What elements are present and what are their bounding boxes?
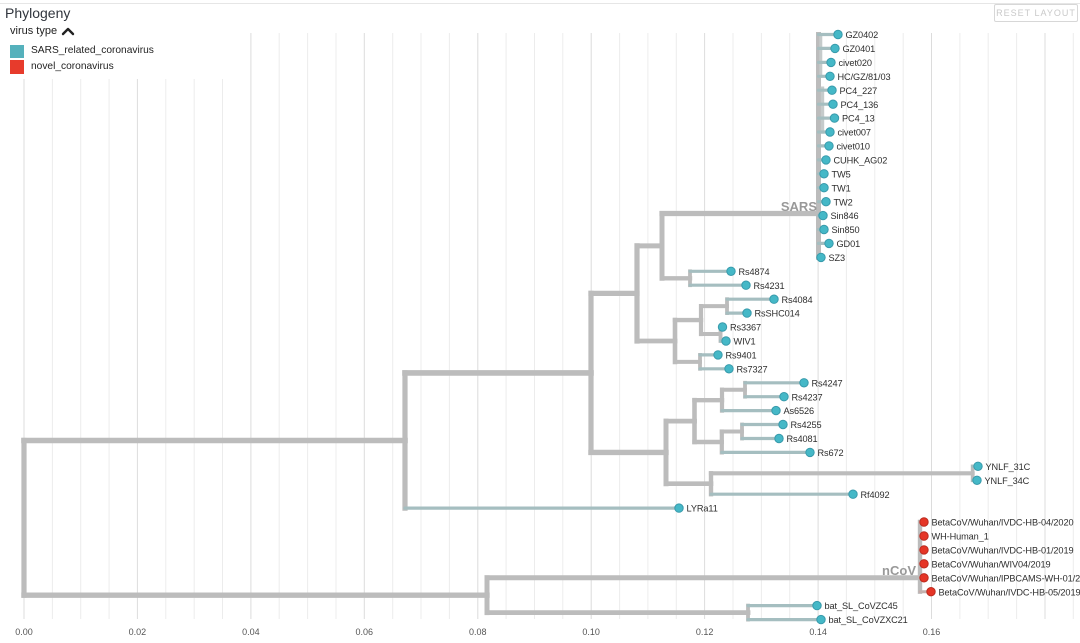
svg-text:BetaCoV/Wuhan/WIV04/2019: BetaCoV/Wuhan/WIV04/2019 xyxy=(932,559,1051,569)
svg-text:WIV1: WIV1 xyxy=(734,337,756,347)
svg-text:TW2: TW2 xyxy=(834,197,853,207)
svg-text:0.00: 0.00 xyxy=(15,627,33,637)
svg-text:HC/GZ/81/03: HC/GZ/81/03 xyxy=(838,72,891,82)
svg-text:0.04: 0.04 xyxy=(242,627,260,637)
svg-text:YNLF_34C: YNLF_34C xyxy=(985,476,1030,486)
svg-text:0.10: 0.10 xyxy=(582,627,600,637)
svg-text:Rs4081: Rs4081 xyxy=(787,434,818,444)
svg-text:GZ0401: GZ0401 xyxy=(843,44,876,54)
svg-text:0.14: 0.14 xyxy=(809,627,827,637)
svg-text:RsSHC014: RsSHC014 xyxy=(755,309,800,319)
svg-text:civet007: civet007 xyxy=(838,128,871,138)
svg-text:YNLF_31C: YNLF_31C xyxy=(986,462,1031,472)
svg-text:0.08: 0.08 xyxy=(469,627,487,637)
svg-text:SZ3: SZ3 xyxy=(829,253,846,263)
svg-text:bat_SL_CoVZXC21: bat_SL_CoVZXC21 xyxy=(829,615,908,625)
svg-text:TW1: TW1 xyxy=(832,183,851,193)
svg-text:TW5: TW5 xyxy=(832,169,851,179)
svg-text:BetaCoV/Wuhan/IVDC-HB-01/2019: BetaCoV/Wuhan/IVDC-HB-01/2019 xyxy=(932,546,1074,556)
svg-text:BetaCoV/Wuhan/IPBCAMS-WH-01/20: BetaCoV/Wuhan/IPBCAMS-WH-01/2019 xyxy=(932,573,1080,583)
svg-text:As6526: As6526 xyxy=(784,406,815,416)
svg-text:Rs7327: Rs7327 xyxy=(737,364,768,374)
svg-text:Rs9401: Rs9401 xyxy=(726,351,757,361)
svg-text:BetaCoV/Wuhan/IVDC-HB-04/2020: BetaCoV/Wuhan/IVDC-HB-04/2020 xyxy=(932,518,1074,528)
svg-text:Rs672: Rs672 xyxy=(818,448,844,458)
svg-text:Rs4237: Rs4237 xyxy=(792,392,823,402)
svg-text:LYRa11: LYRa11 xyxy=(687,504,718,514)
svg-text:WH-Human_1: WH-Human_1 xyxy=(932,532,989,542)
svg-text:PC4_227: PC4_227 xyxy=(840,86,878,96)
svg-text:GZ0402: GZ0402 xyxy=(846,30,879,40)
svg-text:Rs3367: Rs3367 xyxy=(730,323,761,333)
svg-text:civet020: civet020 xyxy=(839,58,872,68)
svg-text:Rs4084: Rs4084 xyxy=(782,295,813,305)
svg-text:Rs4231: Rs4231 xyxy=(754,281,785,291)
svg-text:GD01: GD01 xyxy=(837,239,861,249)
svg-text:SARS: SARS xyxy=(781,199,817,214)
svg-text:bat_SL_CoVZC45: bat_SL_CoVZC45 xyxy=(825,601,898,611)
svg-text:PC4_13: PC4_13 xyxy=(842,114,875,124)
svg-text:Rs4247: Rs4247 xyxy=(812,378,843,388)
svg-text:Sin850: Sin850 xyxy=(832,225,860,235)
svg-text:0.06: 0.06 xyxy=(356,627,374,637)
svg-text:PC4_136: PC4_136 xyxy=(841,100,879,110)
svg-text:Rs4874: Rs4874 xyxy=(739,267,770,277)
svg-text:0.16: 0.16 xyxy=(923,627,941,637)
svg-text:Sin846: Sin846 xyxy=(831,211,859,221)
svg-text:nCoV: nCoV xyxy=(882,563,916,578)
svg-text:0.02: 0.02 xyxy=(129,627,147,637)
svg-text:civet010: civet010 xyxy=(837,142,870,152)
svg-text:BetaCoV/Wuhan/IVDC-HB-05/2019: BetaCoV/Wuhan/IVDC-HB-05/2019 xyxy=(939,587,1080,597)
svg-text:Rs4255: Rs4255 xyxy=(791,420,822,430)
svg-text:0.12: 0.12 xyxy=(696,627,714,637)
svg-text:CUHK_AG02: CUHK_AG02 xyxy=(834,156,888,166)
svg-text:Rf4092: Rf4092 xyxy=(861,490,890,500)
